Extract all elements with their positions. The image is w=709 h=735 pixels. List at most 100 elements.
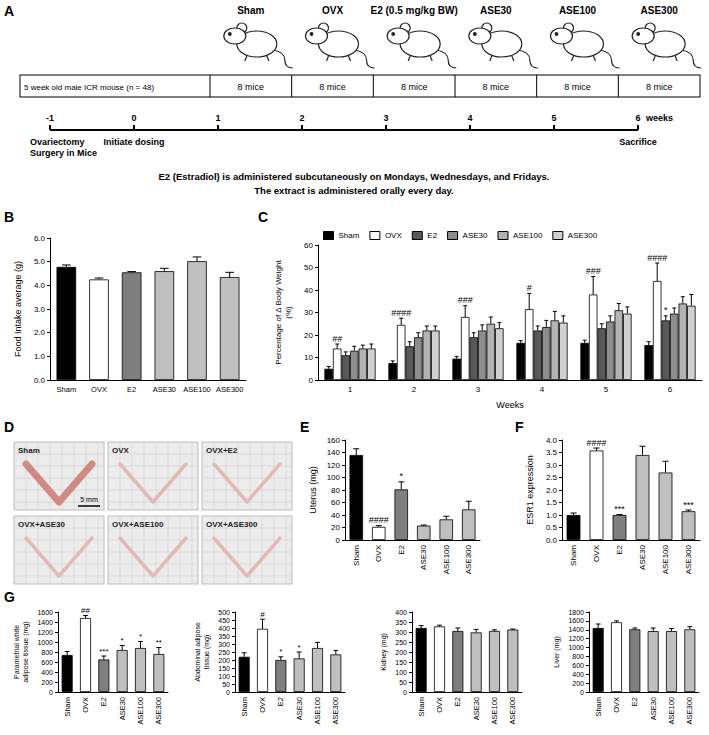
svg-text:1.5: 1.5 bbox=[546, 498, 558, 507]
svg-text:6: 6 bbox=[668, 385, 673, 394]
svg-text:500: 500 bbox=[218, 609, 230, 616]
svg-text:140: 140 bbox=[327, 448, 341, 457]
svg-text:1200: 1200 bbox=[568, 635, 584, 642]
svg-text:ASE30: ASE30 bbox=[419, 544, 428, 569]
svg-text:60: 60 bbox=[304, 241, 313, 250]
svg-text:60: 60 bbox=[331, 498, 340, 507]
svg-text:Sham: Sham bbox=[63, 697, 72, 717]
svg-text:20: 20 bbox=[331, 523, 340, 532]
svg-text:5 mm: 5 mm bbox=[80, 496, 98, 503]
svg-text:160: 160 bbox=[327, 436, 341, 445]
svg-text:600: 600 bbox=[41, 659, 53, 666]
svg-text:*: * bbox=[399, 471, 403, 481]
svg-text:Weeks: Weeks bbox=[496, 400, 524, 410]
svg-text:ASE300: ASE300 bbox=[464, 544, 473, 574]
svg-text:ASE100: ASE100 bbox=[313, 697, 322, 725]
svg-text:ASE30: ASE30 bbox=[118, 697, 127, 720]
svg-text:ASE30: ASE30 bbox=[153, 385, 176, 394]
svg-text:Parametrial white: Parametrial white bbox=[13, 625, 20, 679]
svg-text:8 mice: 8 mice bbox=[238, 82, 265, 92]
svg-text:F: F bbox=[515, 419, 524, 435]
svg-text:200: 200 bbox=[572, 680, 584, 687]
svg-text:40: 40 bbox=[331, 511, 340, 520]
svg-text:ASE30: ASE30 bbox=[649, 697, 658, 720]
svg-text:0: 0 bbox=[226, 689, 230, 696]
svg-text:0: 0 bbox=[49, 689, 53, 696]
svg-text:6: 6 bbox=[635, 113, 640, 123]
svg-text:50: 50 bbox=[222, 681, 230, 688]
svg-text:100: 100 bbox=[327, 473, 341, 482]
svg-text:B: B bbox=[4, 209, 14, 225]
svg-text:ASE100: ASE100 bbox=[559, 5, 597, 16]
svg-text:A: A bbox=[4, 3, 14, 19]
svg-text:8 mice: 8 mice bbox=[401, 82, 428, 92]
svg-text:E2: E2 bbox=[630, 697, 639, 706]
svg-text:1.0: 1.0 bbox=[34, 352, 46, 361]
svg-text:300: 300 bbox=[218, 641, 230, 648]
svg-text:450: 450 bbox=[218, 617, 230, 624]
svg-text:E: E bbox=[300, 419, 309, 435]
svg-text:ASE100: ASE100 bbox=[442, 544, 451, 574]
svg-text:1800: 1800 bbox=[568, 609, 584, 616]
svg-text:1400: 1400 bbox=[568, 626, 584, 633]
svg-text:0.0: 0.0 bbox=[546, 536, 558, 545]
svg-text:ASE300: ASE300 bbox=[216, 385, 244, 394]
svg-text:4.0: 4.0 bbox=[34, 281, 46, 290]
svg-text:ASE100: ASE100 bbox=[490, 697, 499, 725]
svg-text:ASE300: ASE300 bbox=[331, 697, 340, 725]
svg-text:1.0: 1.0 bbox=[546, 511, 558, 520]
svg-text:300: 300 bbox=[395, 629, 407, 636]
svg-text:Liver (mg): Liver (mg) bbox=[553, 636, 561, 668]
svg-text:OVX: OVX bbox=[112, 446, 130, 455]
svg-text:E2: E2 bbox=[127, 385, 136, 394]
svg-text:600: 600 bbox=[572, 662, 584, 669]
svg-text:Sacrifice: Sacrifice bbox=[619, 137, 657, 147]
svg-text:Surgery in Mice: Surgery in Mice bbox=[30, 148, 97, 158]
svg-text:8 mice: 8 mice bbox=[483, 82, 510, 92]
svg-text:Sham: Sham bbox=[57, 385, 77, 394]
svg-text:400: 400 bbox=[218, 625, 230, 632]
svg-text:2: 2 bbox=[299, 113, 304, 123]
svg-text:400: 400 bbox=[41, 669, 53, 676]
svg-text:3.0: 3.0 bbox=[546, 461, 558, 470]
svg-text:Uterus (mg): Uterus (mg) bbox=[308, 466, 318, 514]
svg-text:E2: E2 bbox=[99, 697, 108, 706]
svg-text:5 week old male ICR mouse (n =: 5 week old male ICR mouse (n = 48) bbox=[24, 83, 154, 92]
svg-text:ASE300: ASE300 bbox=[684, 544, 693, 574]
svg-text:800: 800 bbox=[41, 649, 53, 656]
svg-text:#: # bbox=[527, 283, 532, 293]
svg-text:Abdominal adipose: Abdominal adipose bbox=[194, 622, 202, 682]
svg-text:4: 4 bbox=[467, 113, 472, 123]
svg-text:adipose tissue (mg): adipose tissue (mg) bbox=[22, 621, 30, 682]
svg-text:ASE300: ASE300 bbox=[154, 697, 163, 725]
svg-text:0.0: 0.0 bbox=[34, 376, 46, 385]
svg-text:#: # bbox=[260, 610, 265, 619]
svg-text:2.0: 2.0 bbox=[34, 328, 46, 337]
svg-text:###: ### bbox=[586, 266, 601, 276]
svg-text:E2 (Estradiol) is administered: E2 (Estradiol) is administered subcutane… bbox=[158, 171, 549, 182]
svg-text:Ovariectomy: Ovariectomy bbox=[30, 137, 85, 147]
svg-text:40: 40 bbox=[304, 286, 313, 295]
svg-text:0.5: 0.5 bbox=[546, 523, 558, 532]
svg-text:OVX: OVX bbox=[385, 231, 403, 240]
svg-text:800: 800 bbox=[572, 653, 584, 660]
svg-text:***: *** bbox=[614, 504, 625, 514]
svg-text:8 mice: 8 mice bbox=[319, 82, 346, 92]
svg-text:Kidney (mg): Kidney (mg) bbox=[380, 633, 388, 671]
svg-text:200: 200 bbox=[395, 649, 407, 656]
svg-text:50: 50 bbox=[304, 263, 313, 272]
svg-text:ASE100: ASE100 bbox=[183, 385, 211, 394]
svg-text:***: *** bbox=[683, 500, 694, 510]
svg-text:OVX+E2: OVX+E2 bbox=[206, 446, 238, 455]
svg-text:*: * bbox=[279, 647, 282, 656]
svg-text:1200: 1200 bbox=[37, 629, 53, 636]
svg-text:1000: 1000 bbox=[568, 644, 584, 651]
svg-text:Sham: Sham bbox=[594, 697, 603, 717]
svg-text:##: ## bbox=[332, 334, 342, 344]
svg-text:400: 400 bbox=[572, 671, 584, 678]
svg-text:350: 350 bbox=[218, 633, 230, 640]
svg-text:1000: 1000 bbox=[37, 639, 53, 646]
svg-text:5.0: 5.0 bbox=[34, 257, 46, 266]
svg-text:E2: E2 bbox=[427, 231, 437, 240]
svg-text:200: 200 bbox=[41, 679, 53, 686]
